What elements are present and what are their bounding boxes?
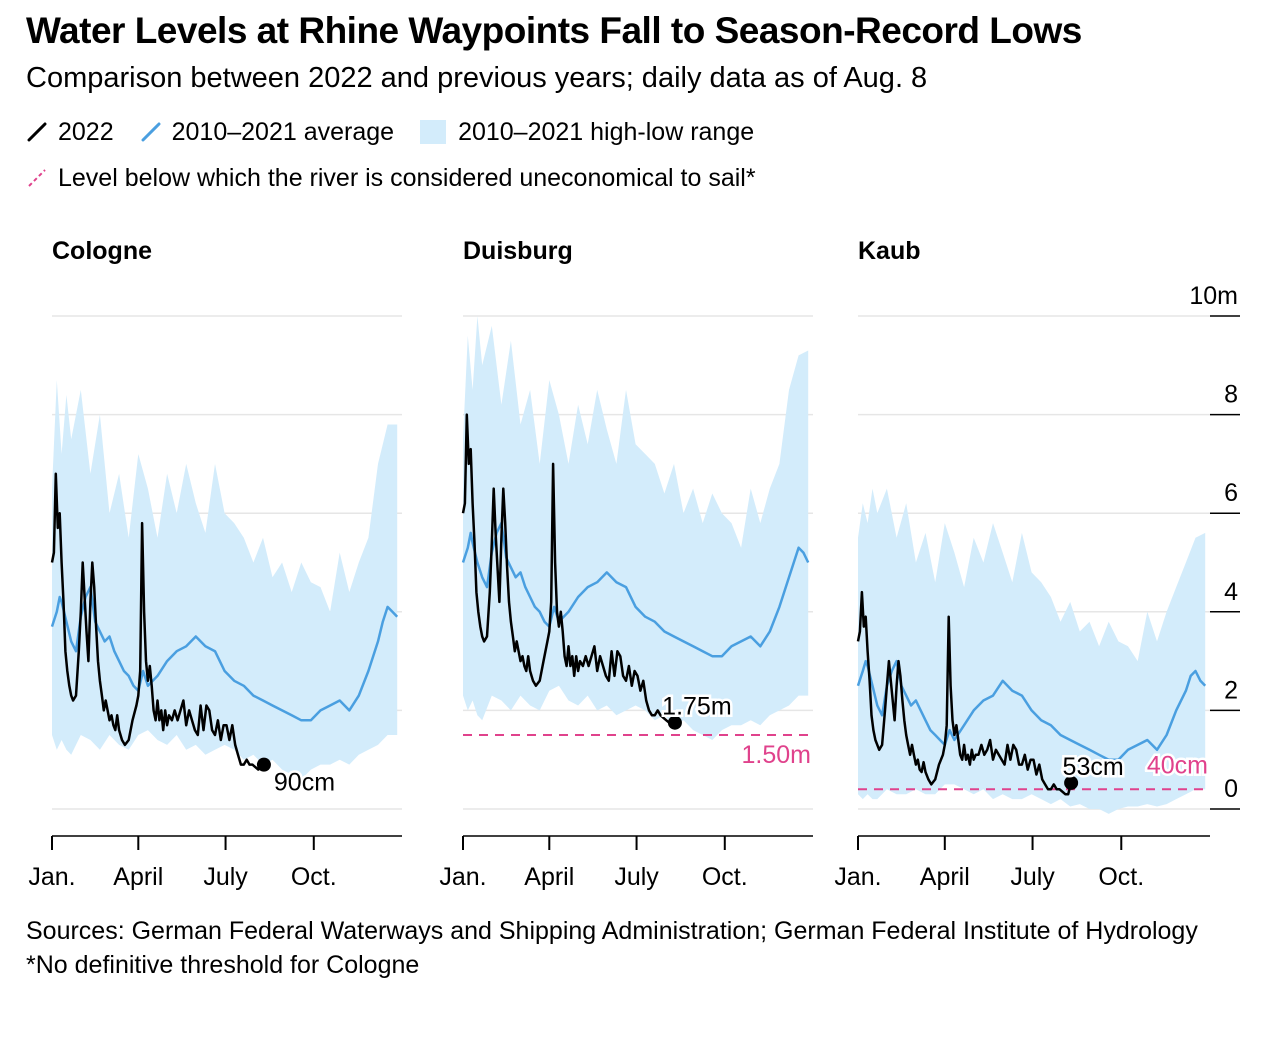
charts-area: Cologne 90cm Jan. April July Oct. Duisburg 1.75… — [28, 237, 1240, 891]
line-2022 — [856, 590, 1073, 796]
x-tick-label: Oct. — [1098, 863, 1144, 891]
end-label: 1.75m — [662, 693, 731, 721]
line-2022 — [461, 413, 676, 724]
end-label: 90cm — [274, 769, 335, 797]
dashed-line-swatch-icon — [28, 169, 46, 187]
legend-label-2022: 2022 — [58, 117, 114, 146]
threshold-label: 1.50m — [742, 741, 811, 769]
y-tick-label: 8 — [1224, 381, 1238, 409]
chart-title: Water Levels at Rhine Waypoints Fall to … — [26, 10, 1082, 51]
legend-label-threshold: Level below which the river is considere… — [58, 163, 756, 192]
range-area — [52, 380, 398, 780]
legend-label-range: 2010–2021 high-low range — [458, 117, 755, 146]
x-tick-label: Oct. — [291, 863, 337, 891]
footnote-text: *No definitive threshold for Cologne — [26, 951, 420, 979]
line-2022-swatch-icon — [27, 122, 47, 142]
end-marker — [1064, 775, 1079, 790]
sources-note: Sources: German Federal Waterways and Sh… — [26, 914, 1266, 982]
threshold-label: 40cm — [1147, 751, 1208, 779]
y-tick-label: 4 — [1224, 578, 1238, 606]
x-tick-label: April — [524, 863, 574, 891]
legend: 2022 2010–2021 average 2010–2021 high-lo… — [26, 117, 780, 147]
range-swatch-icon — [420, 120, 447, 144]
x-tick-label: July — [1010, 863, 1055, 891]
end-label: 53cm — [1063, 753, 1124, 781]
panel-cologne: Cologne 90cm Jan. April July Oct. — [28, 237, 402, 891]
panel-title: Kaub — [858, 237, 921, 265]
y-tick-label: 10m — [1189, 282, 1238, 310]
panel-title: Cologne — [52, 237, 152, 265]
chart-subtitle: Comparison between 2022 and previous yea… — [26, 62, 928, 94]
legend-item-average: 2010–2021 average — [140, 118, 394, 147]
legend-threshold: Level below which the river is considere… — [26, 163, 782, 193]
line-average-swatch-icon — [141, 122, 161, 142]
panel-title: Duisburg — [463, 237, 573, 265]
panel-kaub: Kaub 53cm 40cm Jan. April July Oct. 0 2 4 6 8 10m — [834, 237, 1240, 891]
y-tick-label: 2 — [1224, 676, 1238, 704]
x-tick-label: July — [203, 863, 248, 891]
x-tick-label: July — [614, 863, 659, 891]
y-tick-label: 0 — [1224, 775, 1238, 803]
x-tick-label: April — [920, 863, 970, 891]
x-tick-label: April — [113, 863, 163, 891]
line-2022 — [50, 472, 265, 771]
panel-duisburg: Duisburg 1.75m 1.50m Jan. April July Oct. — [439, 237, 813, 891]
average-line — [50, 585, 399, 722]
average-line — [461, 521, 810, 658]
x-tick-label: Jan. — [28, 863, 75, 891]
average-line — [856, 659, 1207, 761]
x-tick-label: Oct. — [702, 863, 748, 891]
legend-item-range: 2010–2021 high-low range — [420, 118, 754, 147]
x-tick-label: Jan. — [439, 863, 486, 891]
end-marker — [256, 757, 271, 772]
legend-label-average: 2010–2021 average — [171, 117, 395, 146]
end-marker — [667, 715, 682, 730]
legend-item-threshold: Level below which the river is considere… — [26, 164, 756, 193]
legend-item-2022: 2022 — [26, 118, 114, 147]
range-area — [463, 316, 809, 740]
sources-text: Sources: German Federal Waterways and Sh… — [26, 917, 1198, 945]
y-tick-label: 6 — [1224, 479, 1238, 507]
x-tick-label: Jan. — [834, 863, 881, 891]
